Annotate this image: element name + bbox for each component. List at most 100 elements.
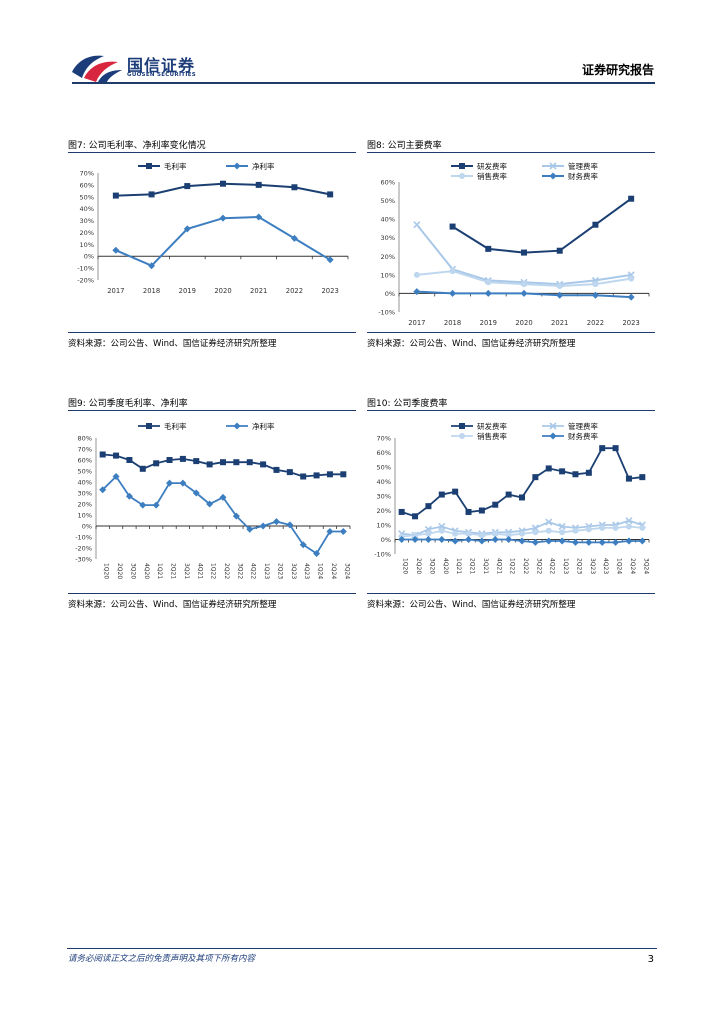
data-point <box>148 262 156 270</box>
fig10-caption-rule <box>367 410 655 411</box>
data-point <box>532 474 539 481</box>
data-point <box>585 538 593 546</box>
x-tick-label: 2019 <box>480 319 497 327</box>
x-tick-label: 2017 <box>408 319 425 327</box>
y-tick-label: -10% <box>378 309 395 317</box>
data-point <box>628 275 635 282</box>
x-tick-label: 3Q21 <box>183 563 190 579</box>
x-tick-label: 2023 <box>321 287 338 295</box>
x-tick-label: 4Q23 <box>602 558 609 574</box>
data-point <box>484 289 492 297</box>
legend-marker <box>549 432 557 440</box>
series-line-2 <box>115 215 331 267</box>
data-point <box>327 191 334 198</box>
legend-label: 管理费率 <box>568 161 598 171</box>
y-tick-label: 10% <box>377 522 391 530</box>
y-tick-label: 60% <box>381 179 395 187</box>
data-point <box>519 530 525 537</box>
data-point <box>300 473 307 480</box>
legend-marker <box>549 162 557 170</box>
y-tick-label: 30% <box>78 490 92 498</box>
data-point <box>572 527 579 534</box>
data-point <box>339 528 347 535</box>
data-point <box>412 532 419 539</box>
data-point <box>340 471 347 478</box>
x-tick-label: 1Q22 <box>509 558 516 574</box>
data-point <box>531 538 539 546</box>
y-tick-label: 20% <box>381 253 395 261</box>
y-tick-label: -10% <box>75 534 92 542</box>
data-point <box>413 271 420 278</box>
series-line-1 <box>401 447 643 518</box>
y-tick-label: 40% <box>381 216 395 224</box>
data-point <box>233 459 240 466</box>
x-tick-label: 2Q23 <box>575 558 582 574</box>
data-point <box>113 452 120 459</box>
data-point <box>532 529 539 536</box>
x-tick-label: 3Q23 <box>290 563 297 579</box>
fig10-chart: -10% 0% 10% 20% 30% 40% 50% 60% 70% 1Q20 2Q20 3Q20 4… <box>374 421 650 574</box>
x-tick-label: 1Q24 <box>317 563 324 579</box>
data-point <box>255 181 262 188</box>
data-point <box>612 445 619 452</box>
x-tick-label: 3Q22 <box>535 558 542 574</box>
legend-label: 毛利率 <box>164 421 187 431</box>
y-tick-label: 10% <box>381 271 395 279</box>
fig7-source: 资料来源：公司公告、Wind、国信证券经济研究所整理 <box>68 339 277 349</box>
fig9-source: 资料来源：公司公告、Wind、国信证券经济研究所整理 <box>68 600 277 610</box>
data-point <box>152 501 160 509</box>
data-point <box>625 537 633 545</box>
data-point <box>413 221 421 229</box>
legend-label: 管理费率 <box>568 421 598 431</box>
data-point <box>465 530 472 537</box>
legend-marker <box>549 422 557 430</box>
x-tick-label: 1Q23 <box>562 558 569 574</box>
data-point <box>558 537 566 545</box>
x-tick-label: 3Q20 <box>129 563 136 579</box>
fig7-caption-rule <box>68 152 356 153</box>
data-point <box>438 522 446 531</box>
x-tick-label: 2019 <box>179 287 196 295</box>
data-point <box>585 526 592 533</box>
data-point <box>183 225 191 233</box>
y-tick-label: 40% <box>80 205 94 213</box>
legend-label: 销售费率 <box>477 171 507 181</box>
x-tick-label: 4Q22 <box>549 558 556 574</box>
y-tick-label: 50% <box>80 193 94 201</box>
y-tick-label: -20% <box>75 545 92 553</box>
legend-marker <box>459 423 465 429</box>
data-point <box>412 513 419 520</box>
x-tick-label: 2Q20 <box>116 563 123 579</box>
y-tick-label: 0% <box>381 536 391 544</box>
legend-label: 财务费率 <box>568 431 598 441</box>
data-point <box>192 489 200 497</box>
x-tick-label: 2Q24 <box>629 558 636 574</box>
data-point <box>206 500 214 508</box>
data-point <box>313 550 321 557</box>
footer-disclaimer: 请务必阅读正文之后的免责声明及其项下所有内容 <box>68 954 256 964</box>
data-point <box>592 281 599 288</box>
data-point <box>313 472 320 479</box>
x-tick-label: 4Q20 <box>143 563 150 579</box>
data-point <box>599 524 606 531</box>
data-point <box>398 508 405 515</box>
data-point <box>478 532 485 539</box>
data-point <box>112 473 120 480</box>
legend-marker <box>459 163 465 169</box>
data-point <box>545 465 552 472</box>
data-point <box>99 451 106 458</box>
x-tick-label: 3Q22 <box>236 563 243 579</box>
legend-label: 研发费率 <box>477 161 507 171</box>
x-tick-label: 1Q20 <box>402 558 409 574</box>
x-tick-label: 2021 <box>250 287 267 295</box>
legend-marker <box>233 422 241 430</box>
data-point <box>572 471 579 478</box>
x-tick-label: 3Q24 <box>642 558 649 574</box>
fig8-caption-rule <box>367 152 655 153</box>
data-point <box>519 494 525 501</box>
fig9-caption-rule <box>68 410 356 411</box>
x-tick-label: 1Q24 <box>616 558 623 574</box>
data-point <box>505 536 513 543</box>
data-point <box>545 518 553 526</box>
y-tick-label: 60% <box>80 181 94 189</box>
